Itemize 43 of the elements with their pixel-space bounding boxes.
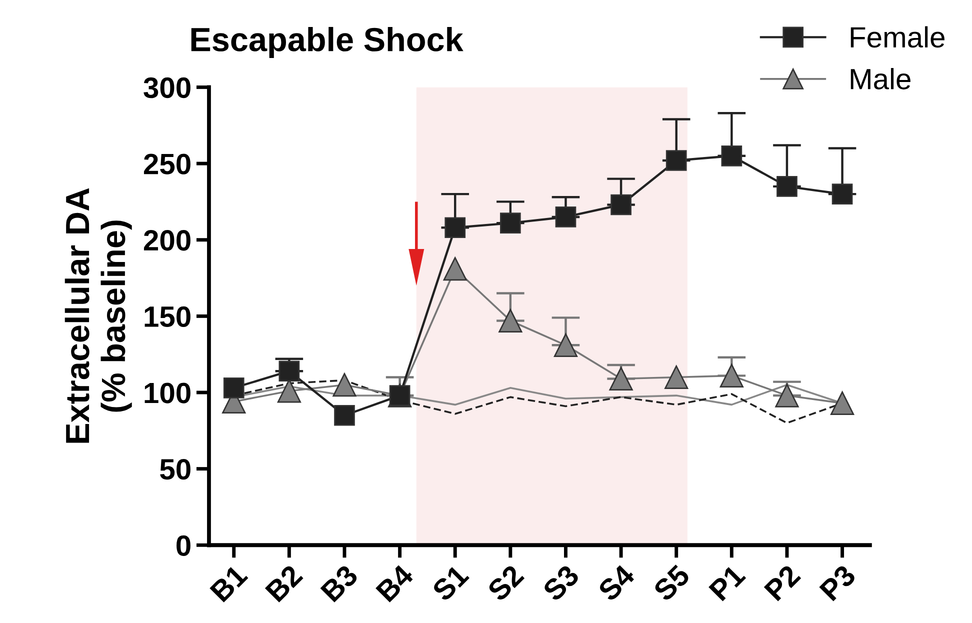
point (278, 360, 300, 382)
point (664, 365, 688, 390)
x-tick-label: S5 (652, 564, 691, 602)
y-tick-label: 100 (144, 382, 190, 404)
y-axis-title: Extracellular DA (% baseline) (64, 188, 132, 443)
chart-title: Escapable Shock (191, 26, 464, 58)
x-tick-label: S4 (596, 563, 636, 602)
point (332, 373, 356, 397)
point (720, 364, 744, 388)
point (830, 391, 854, 415)
point (443, 257, 467, 281)
point (334, 404, 355, 426)
x-tick-label: S2 (486, 564, 525, 602)
x-tick-label: B2 (264, 564, 304, 602)
x-tick-label: B3 (320, 564, 359, 603)
point (776, 176, 798, 197)
point (554, 333, 578, 357)
y-tick-label: 50 (160, 459, 190, 480)
point (610, 194, 632, 216)
point (832, 184, 853, 204)
x-tick-label: B4 (376, 563, 415, 602)
point (775, 384, 799, 408)
point (500, 212, 521, 234)
legend-label: Male (850, 68, 910, 90)
y-tick-label: 300 (144, 77, 190, 98)
y-tick-label: 0 (176, 535, 190, 556)
x-tick-label: S3 (542, 564, 580, 602)
point (666, 150, 687, 171)
y-tick-label: 250 (144, 154, 190, 174)
x-tick-label: S1 (431, 564, 470, 602)
point (223, 377, 244, 398)
x-tick-label: P1 (708, 564, 746, 602)
x-tick-label: P2 (764, 564, 802, 602)
point (498, 308, 522, 333)
point (555, 206, 576, 228)
y-tick-label: 200 (144, 230, 190, 251)
point (721, 145, 742, 166)
legend-label: Female (850, 26, 944, 48)
point (444, 217, 466, 238)
y-tick-label: 150 (144, 306, 190, 328)
point (609, 366, 633, 391)
x-tick-label: B1 (210, 564, 248, 602)
x-tick-label: P3 (818, 564, 857, 602)
